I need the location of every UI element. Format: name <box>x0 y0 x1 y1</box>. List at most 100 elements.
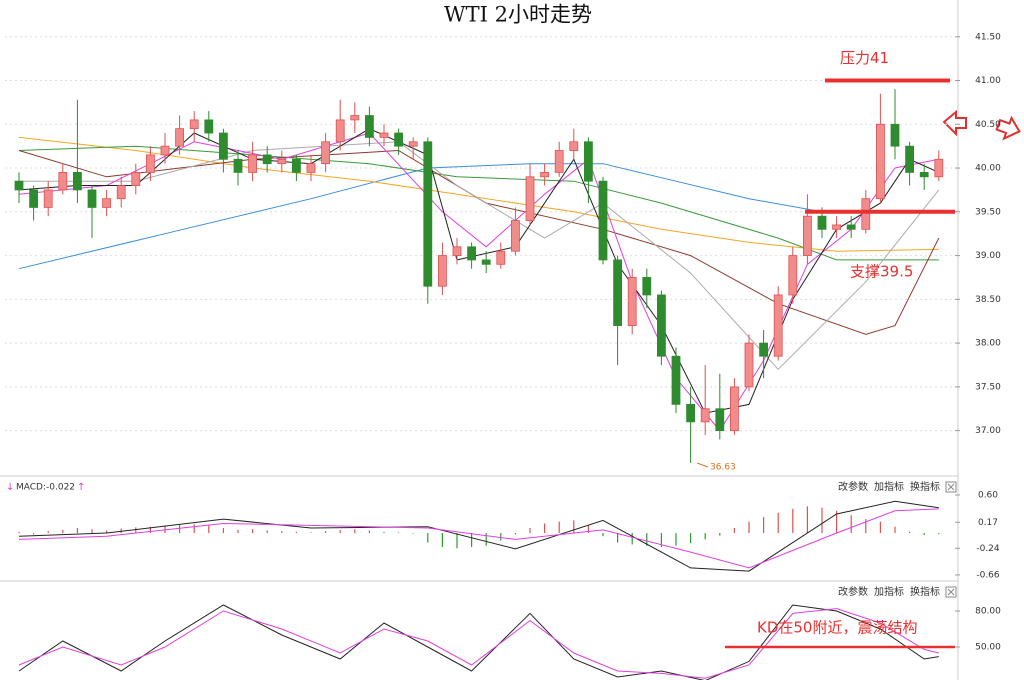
candle-body <box>861 198 871 230</box>
candle-body <box>291 158 301 173</box>
chart-title: WTI 2小时走势 <box>444 3 592 27</box>
y-tick-label: 40.50 <box>975 120 1001 130</box>
candle-body <box>335 119 345 143</box>
indicator-line <box>18 500 939 572</box>
candle-body <box>496 250 506 265</box>
candle-body <box>306 163 316 173</box>
toolbar-button[interactable]: 换指标 <box>910 585 940 598</box>
candle-body <box>759 342 768 357</box>
candle-body <box>642 277 652 296</box>
candle-body <box>131 172 141 186</box>
y-tick-label: 0.60 <box>978 490 998 500</box>
candle-body <box>715 408 725 432</box>
y-tick-label: -0.66 <box>976 570 1000 580</box>
candle-body <box>730 386 739 432</box>
candle-body <box>87 189 97 208</box>
candle-body <box>525 176 535 221</box>
candle-body <box>189 119 199 130</box>
indicator-line <box>18 136 939 252</box>
candle-body <box>102 198 111 208</box>
candle-body <box>145 154 155 173</box>
candle-body <box>934 158 944 178</box>
candle-body <box>73 172 82 191</box>
y-tick-label: 80.00 <box>975 607 1001 617</box>
arrow-icon: ↓ <box>6 482 14 493</box>
candle-body <box>598 180 608 261</box>
y-tick-label: 37.50 <box>975 382 1001 392</box>
y-tick-label: 38.00 <box>975 339 1001 349</box>
candle-body <box>29 189 39 208</box>
candle-body <box>218 132 228 160</box>
candle-body <box>817 215 827 230</box>
candle-body <box>14 180 24 191</box>
candle-body <box>890 123 900 147</box>
close-icon <box>947 588 955 596</box>
candle-body <box>700 408 710 423</box>
y-tick-label: 0.17 <box>978 518 998 528</box>
candle-body <box>846 224 856 230</box>
candle-body <box>116 185 126 200</box>
level-label: 压力41 <box>840 49 889 67</box>
close-icon <box>947 483 955 491</box>
y-tick-label: 41.00 <box>975 76 1001 86</box>
candle-body <box>569 141 579 151</box>
candle-body <box>321 141 331 165</box>
candle-body <box>58 172 68 191</box>
level-label: KD在50附近，震荡结构 <box>757 619 917 637</box>
y-tick-label: 41.50 <box>975 32 1001 42</box>
y-tick-label: -0.24 <box>976 544 1000 554</box>
candle-body <box>467 246 477 261</box>
arrow-icon: ↑ <box>77 482 85 493</box>
candle-body <box>233 158 243 173</box>
indicator-line <box>18 508 939 569</box>
y-tick-label: 37.00 <box>975 426 1001 436</box>
toolbar-button[interactable]: 改参数 <box>838 585 868 598</box>
candle-body <box>248 154 258 173</box>
y-tick-label: 38.50 <box>975 295 1001 305</box>
candle-body <box>788 255 798 296</box>
candle-body <box>408 141 418 147</box>
candle-body <box>657 294 666 357</box>
candle-body <box>686 403 695 423</box>
y-tick-label: 39.00 <box>975 251 1001 261</box>
indicator-line <box>18 145 939 261</box>
candle-body <box>919 172 929 178</box>
arrow-icon <box>995 115 1021 141</box>
indicator-line <box>18 128 940 414</box>
candle-body <box>437 255 447 287</box>
candle-body <box>773 294 783 357</box>
candle-body <box>803 215 812 256</box>
candle-body <box>627 277 637 326</box>
indicator-line <box>18 604 939 680</box>
indicator-line <box>18 608 939 679</box>
macd-label: MACD:-0.022 <box>16 483 75 493</box>
y-tick-label: 40.00 <box>975 164 1001 174</box>
candle-body <box>613 259 622 326</box>
candle-body <box>350 115 360 121</box>
candle-body <box>744 342 754 388</box>
low-label: 36.63 <box>710 462 736 472</box>
candle-body <box>876 123 885 200</box>
indicator-line <box>18 163 939 270</box>
toolbar-button[interactable]: 加指标 <box>874 585 904 598</box>
candle-body <box>423 141 433 287</box>
candle-body <box>481 259 491 265</box>
candle-body <box>379 132 389 138</box>
candle-body <box>540 172 549 178</box>
toolbar-button[interactable]: 加指标 <box>874 480 904 493</box>
toolbar-button[interactable]: 换指标 <box>910 480 940 493</box>
candle-body <box>671 355 681 405</box>
level-label: 支撑39.5 <box>850 262 913 280</box>
candle-body <box>160 145 170 156</box>
candle-body <box>394 132 404 147</box>
indicator-line <box>19 141 940 371</box>
candle-body <box>510 220 520 252</box>
toolbar-button[interactable]: 改参数 <box>838 480 868 493</box>
candle-body <box>905 145 914 173</box>
candle-body <box>277 158 287 165</box>
low-marker <box>696 462 709 468</box>
arrow-icon <box>942 109 967 137</box>
candle-body <box>832 224 841 230</box>
candle-body <box>452 246 462 256</box>
